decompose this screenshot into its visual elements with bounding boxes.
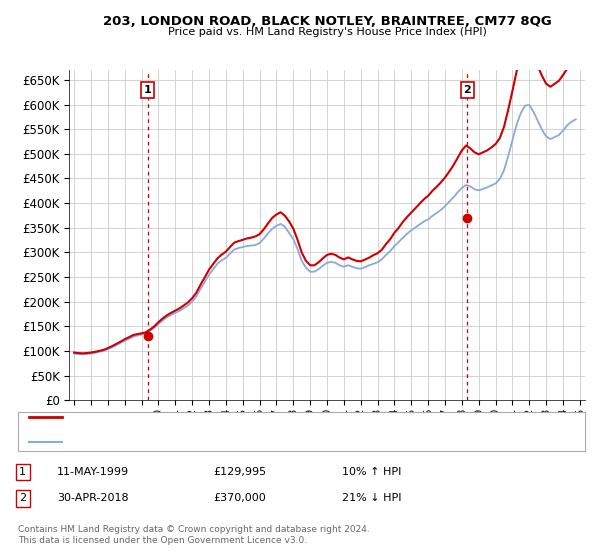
Text: Contains HM Land Registry data © Crown copyright and database right 2024.
This d: Contains HM Land Registry data © Crown c…	[18, 525, 370, 545]
Text: HPI: Average price, detached house, Braintree: HPI: Average price, detached house, Brai…	[69, 437, 310, 447]
Text: £129,995: £129,995	[213, 467, 266, 477]
Text: 2: 2	[464, 85, 472, 95]
Text: 1: 1	[19, 467, 26, 477]
Text: 2: 2	[19, 493, 26, 503]
Text: 21% ↓ HPI: 21% ↓ HPI	[342, 493, 401, 503]
Text: 1: 1	[144, 85, 151, 95]
Text: 30-APR-2018: 30-APR-2018	[57, 493, 128, 503]
Text: 203, LONDON ROAD, BLACK NOTLEY, BRAINTREE, CM77 8QG: 203, LONDON ROAD, BLACK NOTLEY, BRAINTRE…	[103, 15, 551, 27]
Text: 203, LONDON ROAD, BLACK NOTLEY, BRAINTREE, CM77 8QG (detached house): 203, LONDON ROAD, BLACK NOTLEY, BRAINTRE…	[69, 412, 481, 422]
Text: Price paid vs. HM Land Registry's House Price Index (HPI): Price paid vs. HM Land Registry's House …	[167, 27, 487, 37]
Text: £370,000: £370,000	[213, 493, 266, 503]
Text: 10% ↑ HPI: 10% ↑ HPI	[342, 467, 401, 477]
Text: 11-MAY-1999: 11-MAY-1999	[57, 467, 129, 477]
